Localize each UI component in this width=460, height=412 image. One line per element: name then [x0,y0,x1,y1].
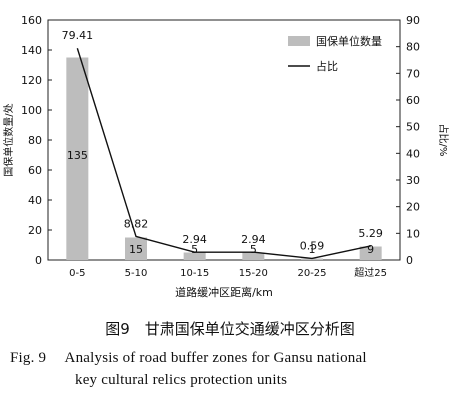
line-data-label: 2.94 [182,233,207,246]
y-tick-label: 20 [28,224,42,237]
y2-tick-label: 80 [406,41,420,54]
line-data-label: 5.29 [358,227,383,240]
y2-tick-label: 30 [406,174,420,187]
series-line-share [76,48,371,260]
bar [125,237,147,260]
chart: 0204060801001201401600102030405060708090… [2,14,450,299]
line-data-label: 8.82 [124,217,149,230]
bar-data-label: 135 [67,149,88,162]
y2-tick-label: 90 [406,14,420,27]
figure-caption-english-line-2: key cultural relics protection units [75,372,288,388]
bar [66,57,89,260]
bar-data-label: 5 [191,243,198,256]
y-tick-label: 60 [28,164,42,177]
y-tick-label: 80 [28,134,42,147]
y-tick-label: 160 [21,14,42,27]
y2-tick-label: 40 [406,147,420,160]
bar-data-label: 9 [367,243,374,256]
x-tick-label: 15-20 [239,268,268,279]
x-tick-label: 10-15 [180,268,209,279]
bar-data-label: 5 [250,243,257,256]
x-tick-label: 超过25 [354,266,387,279]
y-tick-label: 120 [21,74,42,87]
y2-tick-label: 70 [406,67,420,80]
y-tick-label: 40 [28,194,42,207]
legend-line-label: 占比 [316,59,338,73]
bar-data-label: 15 [129,243,143,256]
x-tick-label: 5-10 [125,268,148,279]
y2-tick-label: 10 [406,227,420,240]
y-axis-title: 国保单位数量/处 [2,103,15,176]
y2-tick-label: 20 [406,201,420,214]
line-data-label: 79.41 [62,29,94,42]
y-tick-label: 140 [21,44,42,57]
y-tick-label: 0 [35,254,42,267]
y2-axis-title: 占比/% [437,124,450,157]
y2-tick-label: 60 [406,94,420,107]
x-tick-label: 0-5 [69,268,85,279]
bar [359,246,382,260]
line-data-label: 2.94 [241,233,266,246]
y-tick-label: 100 [21,104,42,117]
legend-bar-label: 国保单位数量 [316,34,382,48]
figure-caption-english-line-1: Fig. 9 Analysis of road buffer zones for… [10,350,367,366]
figure-caption-chinese: 图9 甘肃国保单位交通缓冲区分析图 [105,320,355,338]
x-tick-label: 20-25 [297,268,326,279]
y2-tick-label: 50 [406,121,420,134]
plot-frame [47,19,401,261]
bar [301,258,323,260]
bar [242,252,265,260]
bar [183,252,206,260]
bar-data-label: 1 [309,243,316,256]
legend-bar-swatch [288,36,310,46]
y2-tick-label: 0 [406,254,413,267]
x-axis-title: 道路缓冲区距离/km [175,285,273,299]
line-data-label: 0.59 [300,239,325,252]
